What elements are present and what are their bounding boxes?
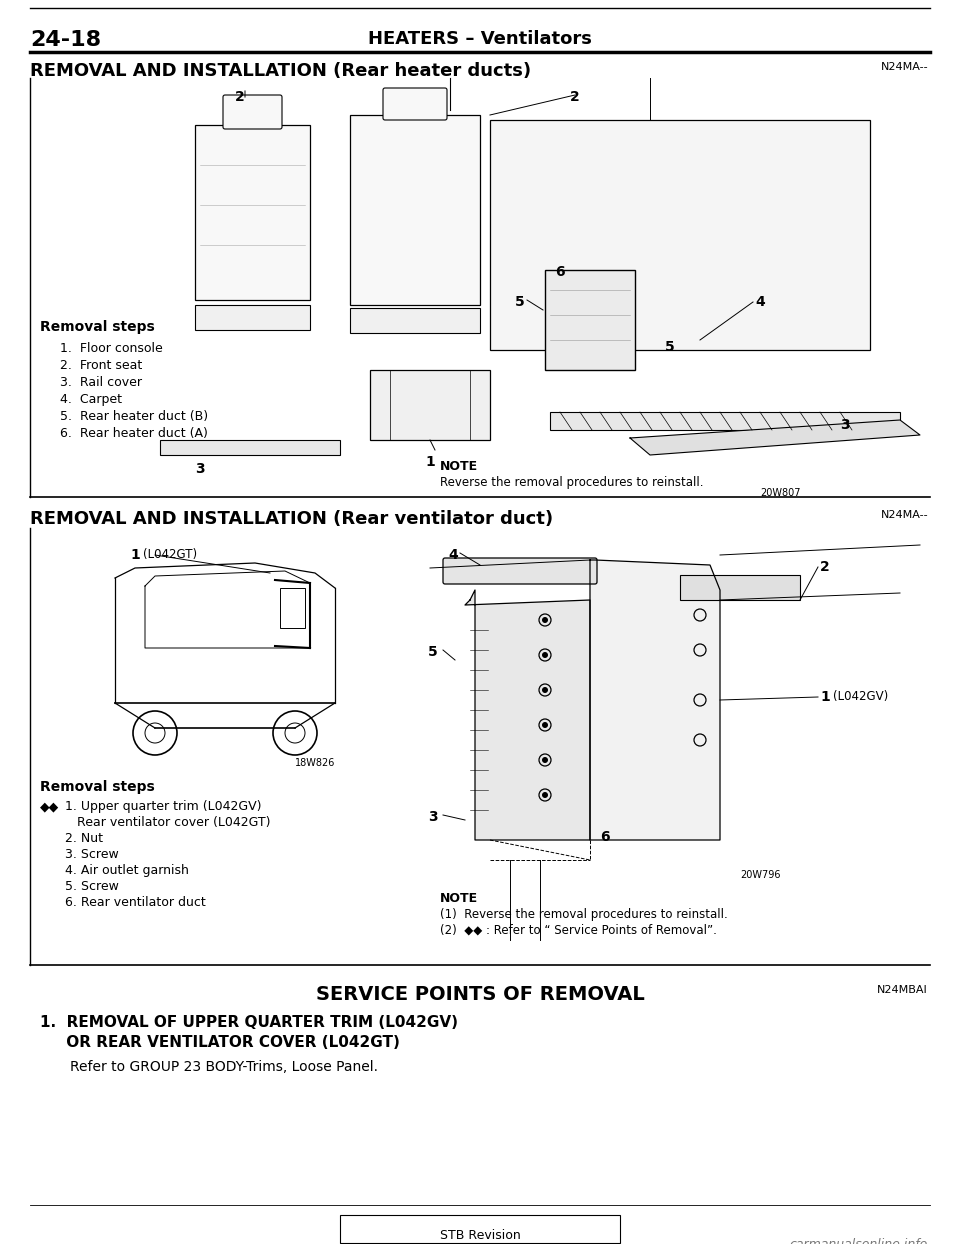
Circle shape: [542, 652, 548, 658]
Text: 1.  Floor console: 1. Floor console: [60, 342, 163, 355]
Bar: [370, 369, 490, 440]
Text: 6. Rear ventilator duct: 6. Rear ventilator duct: [65, 896, 205, 909]
Text: 2: 2: [235, 90, 245, 104]
Text: Removal steps: Removal steps: [40, 320, 155, 333]
Text: REMOVAL AND INSTALLATION (Rear heater ducts): REMOVAL AND INSTALLATION (Rear heater du…: [30, 62, 531, 80]
Text: 4: 4: [448, 549, 458, 562]
Text: Reverse the removal procedures to reinstall.: Reverse the removal procedures to reinst…: [440, 476, 704, 489]
Text: 2. Nut: 2. Nut: [65, 832, 103, 845]
Text: 1: 1: [425, 455, 435, 469]
Bar: [350, 114, 480, 305]
Circle shape: [542, 792, 548, 797]
Circle shape: [542, 687, 548, 693]
Text: 1: 1: [130, 549, 140, 562]
Text: NOTE: NOTE: [440, 892, 478, 904]
Text: 1.  REMOVAL OF UPPER QUARTER TRIM (L042GV): 1. REMOVAL OF UPPER QUARTER TRIM (L042GV…: [40, 1015, 458, 1030]
Text: Rear ventilator cover (L042GT): Rear ventilator cover (L042GT): [65, 816, 271, 829]
Circle shape: [542, 617, 548, 623]
Text: 20W807: 20W807: [760, 488, 801, 498]
Text: 5. Screw: 5. Screw: [65, 880, 119, 893]
Text: carmanualsonline.info: carmanualsonline.info: [790, 1238, 928, 1244]
Text: REMOVAL AND INSTALLATION (Rear ventilator duct): REMOVAL AND INSTALLATION (Rear ventilato…: [30, 510, 553, 527]
Bar: [31, 78, 929, 498]
Polygon shape: [630, 420, 920, 455]
Bar: [280, 588, 305, 628]
Circle shape: [542, 758, 548, 763]
Text: 3: 3: [840, 418, 850, 432]
Polygon shape: [590, 560, 720, 840]
FancyBboxPatch shape: [223, 95, 282, 129]
Text: N24MA--: N24MA--: [880, 510, 928, 520]
Text: 18W826: 18W826: [295, 758, 335, 768]
Bar: [340, 1215, 620, 1243]
Bar: [350, 309, 480, 333]
Text: SERVICE POINTS OF REMOVAL: SERVICE POINTS OF REMOVAL: [316, 985, 644, 1004]
Text: (1)  Reverse the removal procedures to reinstall.: (1) Reverse the removal procedures to re…: [440, 908, 728, 921]
Bar: [195, 305, 310, 330]
FancyBboxPatch shape: [443, 559, 597, 583]
Polygon shape: [465, 590, 590, 840]
Text: N24MBAI: N24MBAI: [877, 985, 928, 995]
Bar: [550, 412, 900, 430]
Circle shape: [542, 722, 548, 728]
Text: 5: 5: [515, 295, 525, 309]
Text: 5.  Rear heater duct (B): 5. Rear heater duct (B): [60, 411, 208, 423]
Text: (L042GV): (L042GV): [833, 690, 888, 703]
FancyBboxPatch shape: [383, 88, 447, 119]
Text: 2: 2: [820, 560, 829, 573]
Text: 2: 2: [570, 90, 580, 104]
Text: STB Revision: STB Revision: [440, 1229, 520, 1242]
Text: 5: 5: [428, 644, 438, 659]
Text: OR REAR VENTILATOR COVER (L042GT): OR REAR VENTILATOR COVER (L042GT): [40, 1035, 400, 1050]
Text: 2.  Front seat: 2. Front seat: [60, 360, 142, 372]
Bar: [545, 270, 635, 369]
Text: ◆◆: ◆◆: [40, 800, 60, 814]
Bar: [195, 124, 310, 300]
Text: 4. Air outlet garnish: 4. Air outlet garnish: [65, 865, 189, 877]
Bar: [160, 440, 340, 455]
Text: 3: 3: [195, 462, 204, 476]
Text: 4.  Carpet: 4. Carpet: [60, 393, 122, 406]
Text: 1: 1: [820, 690, 829, 704]
Text: 6: 6: [600, 830, 610, 843]
Text: HEATERS – Ventilators: HEATERS – Ventilators: [368, 30, 592, 49]
Text: Refer to GROUP 23 BODY-Trims, Loose Panel.: Refer to GROUP 23 BODY-Trims, Loose Pane…: [70, 1060, 378, 1074]
Bar: [680, 575, 800, 600]
Bar: [490, 119, 870, 350]
Text: 3.  Rail cover: 3. Rail cover: [60, 376, 142, 389]
Text: 4: 4: [755, 295, 765, 309]
Text: 5: 5: [665, 340, 675, 355]
Text: (L042GT): (L042GT): [143, 549, 197, 561]
Text: 6: 6: [555, 265, 564, 279]
Text: N24MA--: N24MA--: [880, 62, 928, 72]
Text: 3. Screw: 3. Screw: [65, 848, 119, 861]
Text: NOTE: NOTE: [440, 460, 478, 473]
Text: (2)  ◆◆ : Refer to “ Service Points of Removal”.: (2) ◆◆ : Refer to “ Service Points of Re…: [440, 924, 717, 937]
Text: 6.  Rear heater duct (A): 6. Rear heater duct (A): [60, 427, 208, 440]
Text: 3: 3: [428, 810, 438, 824]
Text: 24-18: 24-18: [30, 30, 101, 50]
Text: 20W796: 20W796: [740, 870, 780, 880]
Text: Removal steps: Removal steps: [40, 780, 155, 794]
Text: 1. Upper quarter trim (L042GV): 1. Upper quarter trim (L042GV): [65, 800, 261, 814]
